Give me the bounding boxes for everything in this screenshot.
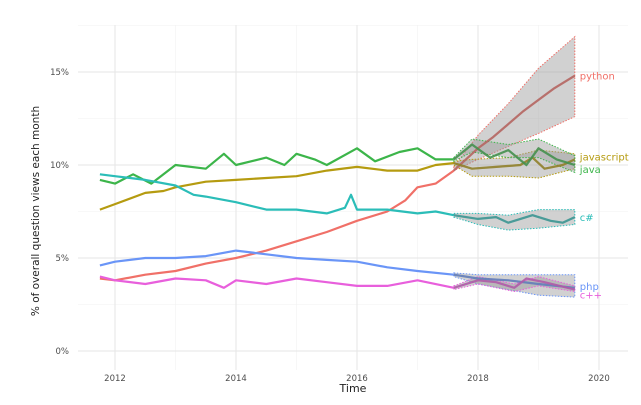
line-java: [99, 147, 454, 185]
y-tick-label: 5%: [56, 254, 70, 264]
forecast-line-python: [453, 74, 576, 172]
forecast-line-c++: [453, 277, 576, 291]
y-tick-label: 0%: [56, 347, 70, 357]
forecast-shade-c#: [453, 214, 576, 224]
x-tick-label: 2012: [104, 374, 126, 384]
series-label-c#: c#: [580, 213, 594, 224]
forecast-line-c#: [453, 214, 576, 224]
y-tick-label: 10%: [50, 161, 69, 171]
forecast-shade-c++: [453, 277, 576, 291]
series-label-c++: c++: [580, 291, 602, 302]
x-axis-label: Time: [339, 382, 367, 395]
x-tick-label: 2018: [467, 374, 489, 384]
series-label-javascript: javascript: [579, 152, 629, 163]
forecast-shade-python: [453, 74, 576, 172]
forecast-shade-javascript: [453, 156, 576, 170]
line-php: [99, 249, 454, 276]
axes: 2012 2014 2016 2018 2020 0% 5% 10% 15%: [50, 68, 610, 384]
series-label-php: php: [580, 282, 599, 293]
forecast-line-php: [453, 273, 575, 289]
forecast-band-javascript: [453, 149, 576, 179]
forecast-line-java: [453, 143, 576, 167]
forecast-band-python: [453, 35, 576, 172]
series-label-java: java: [579, 165, 601, 176]
forecast-line-javascript: [453, 156, 576, 170]
forecast-shade-php: [453, 273, 575, 289]
line-c#: [99, 173, 455, 217]
line-c++: [99, 275, 455, 289]
x-tick-label: 2020: [588, 374, 610, 384]
grid: [78, 25, 628, 370]
x-tick-label: 2016: [346, 374, 368, 384]
y-axis-label: % of overall question views each month: [30, 106, 42, 316]
forecast-shade-java: [453, 143, 576, 167]
line-python: [99, 169, 455, 282]
line-javascript: [99, 162, 454, 211]
x-tick-label: 2014: [225, 374, 247, 384]
y-tick-label: 15%: [50, 68, 69, 78]
series-label-python: python: [580, 72, 615, 83]
series-lines: [99, 74, 576, 291]
